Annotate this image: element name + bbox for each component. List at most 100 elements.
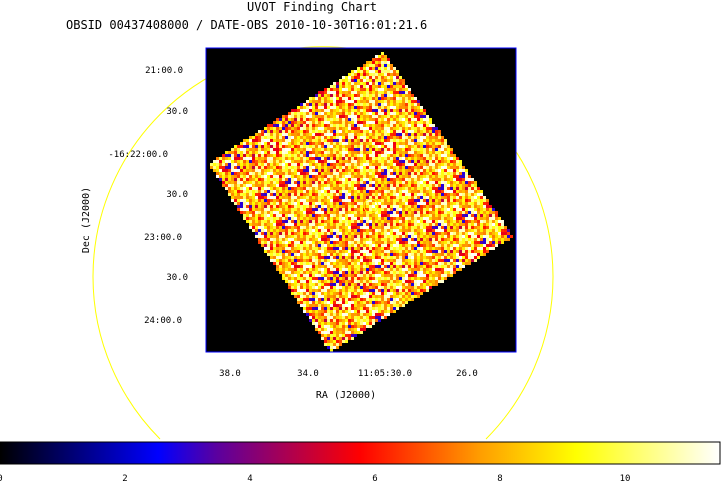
- image-pixel: [426, 286, 429, 289]
- image-pixel: [312, 235, 315, 238]
- image-pixel: [309, 139, 312, 142]
- image-pixel: [318, 154, 321, 157]
- image-pixel: [360, 274, 363, 277]
- image-pixel: [477, 220, 480, 223]
- image-pixel: [468, 214, 471, 217]
- image-pixel: [420, 112, 423, 115]
- image-pixel: [264, 244, 267, 247]
- image-pixel: [345, 220, 348, 223]
- image-pixel: [363, 175, 366, 178]
- image-pixel: [228, 175, 231, 178]
- image-pixel: [282, 232, 285, 235]
- image-pixel: [450, 190, 453, 193]
- image-pixel: [300, 298, 303, 301]
- image-pixel: [309, 151, 312, 154]
- image-pixel: [345, 289, 348, 292]
- image-pixel: [420, 139, 423, 142]
- image-pixel: [378, 82, 381, 85]
- image-pixel: [402, 298, 405, 301]
- image-pixel: [318, 100, 321, 103]
- image-pixel: [270, 133, 273, 136]
- image-pixel: [375, 199, 378, 202]
- image-pixel: [264, 196, 267, 199]
- image-pixel: [378, 223, 381, 226]
- image-pixel: [273, 214, 276, 217]
- image-pixel: [288, 136, 291, 139]
- image-pixel: [294, 226, 297, 229]
- image-pixel: [387, 214, 390, 217]
- image-pixel: [390, 73, 393, 76]
- image-pixel: [429, 268, 432, 271]
- image-pixel: [225, 169, 228, 172]
- image-pixel: [396, 274, 399, 277]
- image-pixel: [393, 85, 396, 88]
- image-pixel: [279, 190, 282, 193]
- image-pixel: [369, 298, 372, 301]
- image-pixel: [312, 277, 315, 280]
- image-pixel: [390, 64, 393, 67]
- image-pixel: [459, 211, 462, 214]
- image-pixel: [321, 277, 324, 280]
- image-pixel: [360, 163, 363, 166]
- image-pixel: [333, 208, 336, 211]
- image-pixel: [429, 157, 432, 160]
- image-pixel: [402, 253, 405, 256]
- image-pixel: [396, 118, 399, 121]
- image-pixel: [297, 277, 300, 280]
- image-pixel: [363, 298, 366, 301]
- image-pixel: [321, 133, 324, 136]
- image-pixel: [339, 256, 342, 259]
- image-pixel: [291, 112, 294, 115]
- image-pixel: [408, 286, 411, 289]
- image-pixel: [387, 295, 390, 298]
- image-pixel: [228, 157, 231, 160]
- image-pixel: [396, 127, 399, 130]
- image-pixel: [243, 175, 246, 178]
- image-pixel: [411, 169, 414, 172]
- image-pixel: [372, 76, 375, 79]
- image-pixel: [312, 256, 315, 259]
- image-pixel: [225, 172, 228, 175]
- image-pixel: [396, 241, 399, 244]
- image-pixel: [351, 97, 354, 100]
- image-pixel: [456, 172, 459, 175]
- image-pixel: [366, 121, 369, 124]
- image-pixel: [261, 223, 264, 226]
- image-pixel: [468, 208, 471, 211]
- image-pixel: [441, 163, 444, 166]
- image-pixel: [249, 196, 252, 199]
- image-pixel: [345, 262, 348, 265]
- image-pixel: [402, 193, 405, 196]
- image-pixel: [465, 211, 468, 214]
- image-pixel: [216, 163, 219, 166]
- image-pixel: [357, 91, 360, 94]
- image-pixel: [432, 187, 435, 190]
- image-pixel: [318, 187, 321, 190]
- image-pixel: [339, 235, 342, 238]
- image-pixel: [408, 151, 411, 154]
- image-pixel: [459, 181, 462, 184]
- image-pixel: [402, 196, 405, 199]
- image-pixel: [369, 271, 372, 274]
- image-pixel: [243, 166, 246, 169]
- image-pixel: [324, 241, 327, 244]
- image-pixel: [324, 259, 327, 262]
- image-pixel: [360, 187, 363, 190]
- image-pixel: [303, 271, 306, 274]
- image-pixel: [360, 259, 363, 262]
- image-pixel: [336, 220, 339, 223]
- image-pixel: [303, 124, 306, 127]
- image-pixel: [405, 118, 408, 121]
- image-pixel: [426, 220, 429, 223]
- image-pixel: [318, 283, 321, 286]
- image-pixel: [297, 217, 300, 220]
- image-pixel: [297, 262, 300, 265]
- image-pixel: [468, 175, 471, 178]
- image-pixel: [321, 103, 324, 106]
- image-pixel: [243, 211, 246, 214]
- image-pixel: [285, 163, 288, 166]
- image-pixel: [252, 175, 255, 178]
- image-pixel: [366, 178, 369, 181]
- image-pixel: [330, 148, 333, 151]
- image-pixel: [492, 232, 495, 235]
